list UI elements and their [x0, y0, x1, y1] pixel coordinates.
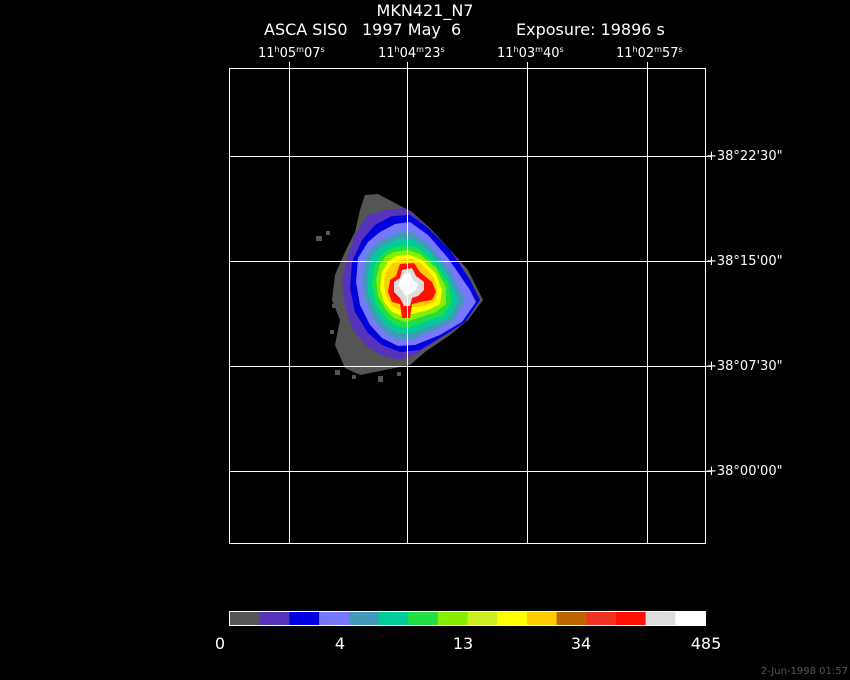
dec-label-3: +38°07'30"	[706, 359, 783, 374]
instrument-label: ASCA SIS0	[264, 20, 348, 39]
image-frame	[229, 68, 706, 544]
colorbar	[230, 612, 706, 625]
colorbar-swatch-14	[645, 612, 676, 625]
ra-label-1: 11h05m07s	[258, 45, 325, 61]
colorbar-swatch-10	[526, 612, 558, 625]
ra-label-2: 11h04m23s	[378, 45, 445, 61]
colorbar-swatch-3	[319, 612, 350, 625]
dec-label-1: +38°22'30"	[706, 149, 783, 164]
dec-label-4: +38°00'00"	[706, 464, 783, 479]
image-title: MKN421_N7	[376, 1, 474, 20]
colorbar-label-2: 13	[452, 634, 474, 653]
coordinate-grid	[229, 62, 712, 544]
timestamp: 2-Jun-1998 01:57	[760, 666, 848, 677]
colorbar-swatch-7	[437, 612, 468, 625]
colorbar-swatch-4	[348, 612, 379, 625]
colorbar-swatch-12	[586, 612, 617, 625]
colorbar-swatch-11	[556, 612, 587, 625]
colorbar-swatch-5	[378, 612, 409, 625]
ra-label-4: 11h02m57s	[616, 45, 683, 61]
ra-label-3: 11h03m40s	[497, 45, 564, 61]
colorbar-swatch-0	[230, 612, 261, 625]
colorbar-swatch-1	[259, 612, 290, 625]
colorbar-swatch-13	[615, 612, 647, 625]
colorbar-swatch-2	[289, 612, 320, 625]
noise-speckles	[316, 231, 401, 382]
colorbar-swatch-8	[467, 612, 498, 625]
colorbar-label-0: 0	[214, 634, 226, 653]
exposure-label: Exposure: 19896 s	[516, 20, 665, 39]
observation-date: 1997 May 6	[362, 20, 462, 39]
colorbar-label-3: 34	[570, 634, 592, 653]
colorbar-label-4: 485	[690, 634, 722, 653]
dec-label-2: +38°15'00"	[706, 254, 783, 269]
colorbar-swatch-6	[408, 612, 439, 625]
colorbar-label-1: 4	[334, 634, 346, 653]
colorbar-swatch-9	[497, 612, 528, 625]
colorbar-swatch-15	[675, 612, 706, 625]
colorbar-frame	[229, 611, 706, 626]
